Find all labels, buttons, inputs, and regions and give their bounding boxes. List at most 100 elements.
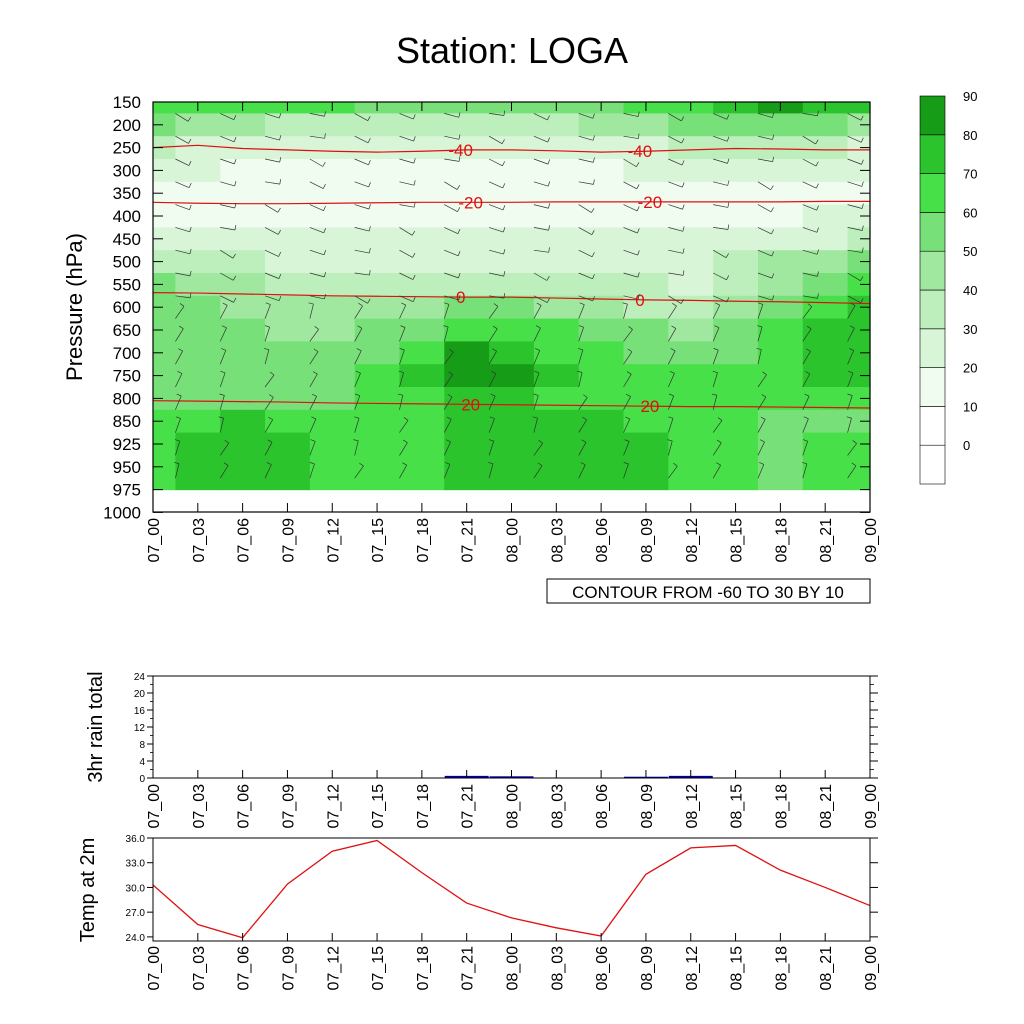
wind-barb-flag xyxy=(219,393,225,396)
wind-barb-flag xyxy=(368,182,371,188)
wind-barb xyxy=(399,349,405,365)
humidity-cell xyxy=(847,102,871,114)
humidity-cell xyxy=(578,273,625,297)
wind-barb-flag xyxy=(369,270,371,276)
humidity-cell xyxy=(757,204,804,228)
wind-barbs xyxy=(174,110,864,479)
humidity-cell xyxy=(489,387,535,411)
wind-barb-flag xyxy=(357,325,363,329)
temperature-contour xyxy=(152,292,871,305)
wind-barb xyxy=(578,249,593,258)
rain-time-tick-label: 07_12 xyxy=(325,784,342,829)
humidity-cell xyxy=(265,273,311,297)
wind-barb xyxy=(399,204,415,208)
wind-barb-flag xyxy=(501,139,505,144)
contour-info-text: CONTOUR FROM -60 TO 30 BY 10 xyxy=(572,583,844,602)
wind-barb-flag xyxy=(222,302,228,306)
wind-barb-flag xyxy=(669,370,675,374)
wind-barb-flag xyxy=(535,325,541,329)
humidity-cell xyxy=(220,227,266,251)
wind-barb xyxy=(757,464,765,479)
wind-barb-flag xyxy=(488,439,494,442)
wind-barb xyxy=(443,396,453,410)
wind-barb xyxy=(668,204,683,210)
wind-barb-flag xyxy=(403,417,409,421)
wind-barb xyxy=(712,327,720,342)
rain-time-tick-label: 07_00 xyxy=(146,784,163,829)
wind-barb xyxy=(175,249,191,255)
wind-barb-flag xyxy=(412,296,416,302)
humidity-cell xyxy=(309,295,356,320)
wind-barb-flag xyxy=(488,462,494,465)
temp-tick-label: 36.0 xyxy=(126,834,146,845)
wind-barb xyxy=(444,181,458,190)
wind-barb xyxy=(533,135,548,143)
wind-barb-flag xyxy=(400,325,406,328)
wind-barb xyxy=(309,373,318,388)
colorbar-label: 40 xyxy=(963,283,977,298)
temperature-contour-label: -20 xyxy=(458,193,483,212)
wind-barb xyxy=(623,351,633,365)
wind-barb xyxy=(533,204,549,209)
wind-barb-flag xyxy=(717,417,723,421)
humidity-cell xyxy=(623,227,669,251)
rain-time-tick-label: 07_21 xyxy=(460,784,477,829)
wind-barb-flag xyxy=(807,303,813,307)
wind-barb-flag xyxy=(264,325,270,328)
wind-barb-flag xyxy=(816,205,819,211)
humidity-cell xyxy=(668,387,714,411)
wind-barb-flag xyxy=(861,181,864,187)
humidity-cell xyxy=(444,227,490,251)
rain-tick-label: 16 xyxy=(134,706,146,717)
wind-barb-flag xyxy=(802,439,808,442)
wind-barb xyxy=(488,181,503,189)
colorbar-box xyxy=(919,173,946,213)
humidity-cell xyxy=(713,113,759,137)
humidity-shading xyxy=(153,102,871,491)
wind-barb-flag xyxy=(592,274,595,279)
humidity-cell xyxy=(802,387,849,411)
wind-barb xyxy=(488,328,498,342)
wind-barb-flag xyxy=(547,181,551,187)
wind-barb xyxy=(354,227,370,232)
wind-barb-flag xyxy=(625,393,631,397)
wind-barb-flag xyxy=(536,302,542,306)
pressure-tick-label: 500 xyxy=(113,253,141,272)
wind-barb-flag xyxy=(860,115,864,121)
wind-barb xyxy=(668,113,682,122)
wind-barb-flag xyxy=(233,297,237,303)
wind-barb xyxy=(354,135,369,144)
wind-barb-flag xyxy=(716,462,721,466)
wind-barb-flag xyxy=(309,462,315,465)
humidity-cell xyxy=(489,341,535,365)
wind-barb xyxy=(354,113,368,121)
wind-barb xyxy=(488,204,504,211)
humidity-cell xyxy=(847,387,871,411)
wind-barb-flag xyxy=(457,229,461,234)
humidity-cell xyxy=(713,136,759,160)
wind-barb xyxy=(713,135,728,142)
rain-time-tick-label: 08_15 xyxy=(729,784,746,829)
temp-time-tick-label: 07_03 xyxy=(191,946,208,991)
wind-barb xyxy=(847,327,855,342)
wind-barb-flag xyxy=(592,113,595,119)
wind-barb xyxy=(623,158,637,168)
wind-barb xyxy=(309,227,324,234)
wind-barb-flag xyxy=(224,439,230,444)
humidity-cell xyxy=(309,273,356,297)
wind-barb xyxy=(847,465,857,479)
wind-barb-flag xyxy=(322,161,326,167)
wind-barb xyxy=(175,113,189,122)
wind-barb xyxy=(264,419,274,433)
wind-barb xyxy=(623,227,638,234)
wind-barb-flag xyxy=(532,416,538,419)
rain-frame xyxy=(152,675,871,779)
wind-barb-flag xyxy=(636,184,640,190)
humidity-cell xyxy=(623,113,669,137)
wind-barb-flag xyxy=(637,272,640,278)
wind-barb-flag xyxy=(278,295,282,301)
humidity-cell xyxy=(175,181,221,206)
wind-barb xyxy=(847,113,862,121)
cross-section-axes: 1502002503003504004505005506006507007508… xyxy=(103,93,880,563)
wind-barb xyxy=(578,397,588,411)
